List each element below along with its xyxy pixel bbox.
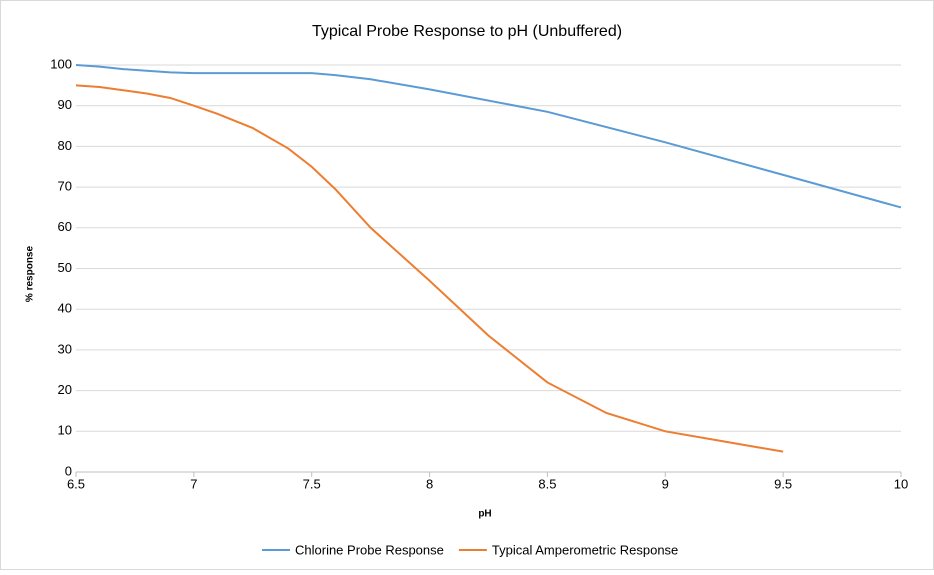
x-tick-label: 8 bbox=[426, 476, 433, 491]
y-tick-label: 30 bbox=[58, 341, 72, 356]
legend-label: Chlorine Probe Response bbox=[295, 542, 444, 557]
y-tick-label: 80 bbox=[58, 138, 72, 153]
y-tick-label: 10 bbox=[58, 423, 72, 438]
y-tick-label: 20 bbox=[58, 382, 72, 397]
y-tick-label: 0 bbox=[65, 463, 72, 478]
chart-title: Typical Probe Response to pH (Unbuffered… bbox=[312, 23, 622, 40]
x-tick-label: 9.5 bbox=[774, 476, 792, 491]
y-tick-label: 60 bbox=[58, 219, 72, 234]
x-tick-label: 6.5 bbox=[67, 476, 85, 491]
y-axis-label: % response bbox=[25, 245, 36, 302]
x-axis-label: pH bbox=[478, 509, 491, 520]
y-tick-label: 50 bbox=[58, 260, 72, 275]
x-tick-label: 7.5 bbox=[303, 476, 321, 491]
series-line bbox=[75, 64, 902, 209]
y-tick-label: 70 bbox=[58, 179, 72, 194]
legend-label: Typical Amperometric Response bbox=[492, 542, 678, 557]
x-tick-label: 7 bbox=[190, 476, 197, 491]
series-line bbox=[75, 84, 784, 453]
x-tick-label: 10 bbox=[894, 476, 908, 491]
y-tick-label: 100 bbox=[50, 56, 72, 71]
y-tick-label: 90 bbox=[58, 97, 72, 112]
x-tick-label: 9 bbox=[662, 476, 669, 491]
x-tick-label: 8.5 bbox=[538, 476, 556, 491]
y-tick-label: 40 bbox=[58, 301, 72, 316]
